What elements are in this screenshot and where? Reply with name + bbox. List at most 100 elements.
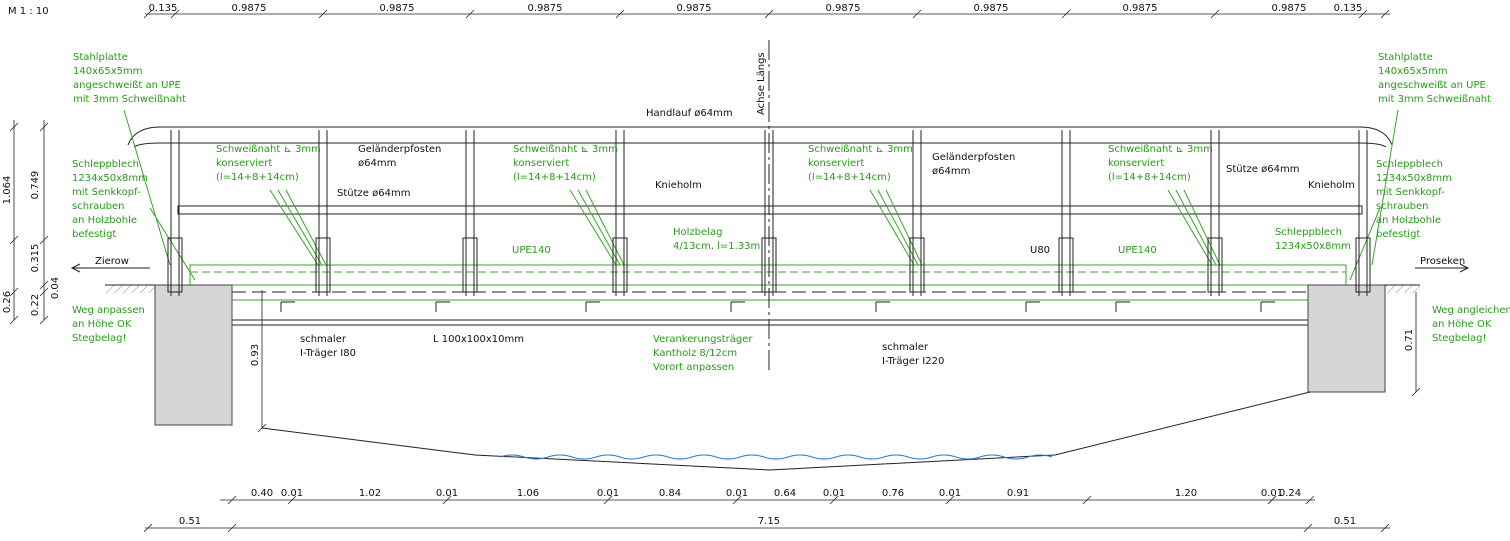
label: 4/13cm, l=1.33m <box>673 241 760 252</box>
abutment <box>1307 284 1386 393</box>
dim-tick <box>170 9 180 19</box>
post-base <box>909 237 925 293</box>
label: Knieholm <box>655 180 702 191</box>
dimension-label: 1.06 <box>517 488 539 499</box>
dim-tick <box>257 423 267 433</box>
dimension-label: 0.51 <box>179 516 201 527</box>
dimension-label: 0.51 <box>1334 516 1356 527</box>
label: an Holzbohle <box>1376 215 1441 226</box>
label: L 100x100x10mm <box>433 334 524 345</box>
label: an Holzbohle <box>72 215 137 226</box>
angle-bracket <box>730 301 745 312</box>
label: (l=14+8+14cm) <box>1108 172 1191 183</box>
dimension-label: 0.9875 <box>1123 3 1158 14</box>
label: konserviert <box>1108 158 1164 169</box>
label: schmaler <box>882 342 929 353</box>
label: mit 3mm Schweißnaht <box>73 94 186 105</box>
label: Stegbelag! <box>1432 333 1487 344</box>
dim-tick <box>39 315 49 325</box>
label: Proseken <box>1420 256 1465 267</box>
dimension-label: 0.40 <box>251 488 273 499</box>
dimension-label: 0.93 <box>250 344 261 366</box>
dimension-label: 0.9875 <box>1272 3 1307 14</box>
label: Stahlplatte <box>1378 52 1433 63</box>
dimension-label: 0.84 <box>659 488 681 499</box>
dim-tick <box>9 315 19 325</box>
angle-bracket <box>1025 301 1040 312</box>
label: Schleppblech <box>1376 159 1443 170</box>
dimension-label: 0.01 <box>436 488 458 499</box>
dimension-label: 0.26 <box>2 291 13 313</box>
post-base <box>1207 237 1223 293</box>
label: schrauben <box>1376 201 1428 212</box>
label: UPE140 <box>1118 245 1157 256</box>
dim-tick <box>1380 9 1390 19</box>
dim-tick <box>287 495 297 505</box>
label: Stütze ø64mm <box>1226 164 1299 175</box>
handrail <box>127 126 1393 146</box>
dimension-label: 0.01 <box>1261 488 1283 499</box>
label: Weg angleichen <box>1432 305 1510 316</box>
label: Kantholz 8/12cm <box>653 348 737 359</box>
leader <box>869 189 923 266</box>
dimension-label: 0.64 <box>774 488 796 499</box>
label: Schweißnaht ⊾ 3mm <box>808 144 913 155</box>
arrow-right <box>1415 263 1470 273</box>
dim-tick <box>143 9 153 19</box>
label: Schweißnaht ⊾ 3mm <box>216 144 321 155</box>
dim-tick <box>227 523 237 533</box>
dim-tick <box>39 287 49 297</box>
dimension-label: 0.01 <box>823 488 845 499</box>
angle-bracket <box>280 301 295 312</box>
label: mit Senkkopf- <box>1376 187 1445 198</box>
dimension-label: 0.9875 <box>380 3 415 14</box>
knee-rail <box>177 205 1363 215</box>
label: Stütze ø64mm <box>337 188 410 199</box>
label: Knieholm <box>1308 180 1355 191</box>
dim-tick <box>9 287 19 297</box>
dim-tick <box>442 495 452 505</box>
dim-tick <box>465 9 475 19</box>
dimension-label: 0.01 <box>281 488 303 499</box>
label: schmaler <box>300 334 347 345</box>
label: an Höhe OK <box>1432 319 1492 330</box>
dim-tick <box>732 495 742 505</box>
dim-tick <box>39 235 49 245</box>
angle-bracket <box>435 301 450 312</box>
dimension-label: 0.24 <box>1279 488 1301 499</box>
arrow-left <box>70 263 150 273</box>
leader <box>1167 189 1221 266</box>
label: konserviert <box>216 158 272 169</box>
label: 140x65x5mm <box>1378 66 1448 77</box>
label: Schleppblech <box>1275 227 1342 238</box>
leader <box>123 109 1399 281</box>
dimension-label: 0.749 <box>30 171 41 200</box>
angle-bracket <box>1115 301 1130 312</box>
ground <box>105 285 155 293</box>
dim-tick <box>1411 387 1421 397</box>
label: konserviert <box>513 158 569 169</box>
dim-tick <box>615 9 625 19</box>
post-base <box>167 237 183 293</box>
label: angeschweißt an UPE <box>1378 80 1486 91</box>
dimension-label: 0.22 <box>30 294 41 316</box>
label: Stahlplatte <box>73 52 128 63</box>
label: mit 3mm Schweißnaht <box>1378 94 1491 105</box>
post-base <box>1058 237 1074 293</box>
label: angeschweißt an UPE <box>73 80 181 91</box>
label: Vorort anpassen <box>653 362 734 373</box>
dimension-label: 0.9875 <box>677 3 712 14</box>
dimension-label: 0.71 <box>1404 329 1415 351</box>
scale: M 1 : 10 <box>8 6 49 17</box>
dimension-label: 0.01 <box>726 488 748 499</box>
label: 140x65x5mm <box>73 66 143 77</box>
label: befestigt <box>72 229 116 240</box>
label: Schweißnaht ⊾ 3mm <box>1108 144 1213 155</box>
post-base <box>612 237 628 293</box>
label: Verankerungsträger <box>653 334 753 345</box>
dimension-label: 0.76 <box>882 488 904 499</box>
label: Stegbelag! <box>72 333 127 344</box>
dimension-label: 1.20 <box>1175 488 1197 499</box>
label: 1234x50x8mm <box>1376 173 1452 184</box>
